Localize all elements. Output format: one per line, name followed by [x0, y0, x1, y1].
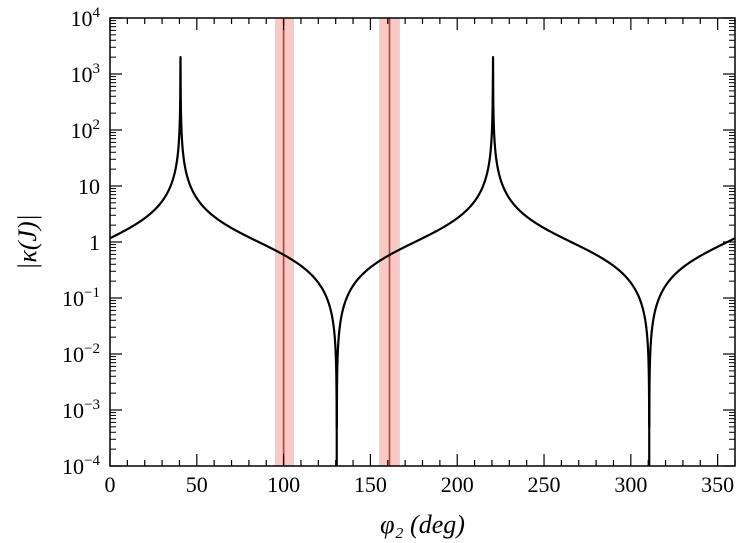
y-tick-label-exponent: 3: [93, 61, 101, 77]
y-tick-label-base: 10: [78, 174, 100, 199]
marker-band-1: [274, 18, 295, 466]
axis-ticks: [109, 17, 736, 467]
y-tick-label-2: 10−3: [62, 397, 100, 423]
x-tick-label-50: 50: [186, 472, 208, 497]
curve-layer: [110, 55, 735, 466]
y-tick-label-7: 102: [71, 117, 101, 143]
curve-segment-1: [110, 55, 268, 247]
y-tick-label-9: 104: [71, 5, 101, 31]
y-tick-label-base: 10: [62, 286, 84, 311]
y-tick-label-exponent: 4: [93, 5, 101, 21]
plot-frame: [109, 17, 736, 467]
curve-segment-2: [265, 55, 580, 429]
y-tick-label-6: 10: [78, 174, 100, 199]
y-tick-label-base: 10: [71, 118, 93, 143]
y-tick-label-exponent: −2: [84, 341, 100, 357]
y-tick-label-base: 10: [62, 342, 84, 367]
x-tick-label-300: 300: [614, 472, 647, 497]
y-tick-label-exponent: −3: [84, 397, 100, 413]
x-tick-label-150: 150: [354, 472, 387, 497]
x-tick-label-0: 0: [105, 472, 116, 497]
y-tick-label-4: 10−1: [62, 285, 100, 311]
y-tick-label-8: 103: [71, 61, 101, 87]
y-tick-label-base: 10: [62, 454, 84, 479]
marker-lines: [282, 18, 391, 466]
x-tick-label-250: 250: [528, 472, 561, 497]
y-axis-title: |κ(J)|: [13, 214, 42, 270]
y-tick-label-exponent: −4: [84, 453, 100, 469]
y-tick-label-base: 10: [71, 6, 93, 31]
y-tick-label-base: 1: [89, 230, 100, 255]
y-tick-label-exponent: −1: [84, 285, 100, 301]
x-tick-label-100: 100: [267, 472, 300, 497]
y-tick-label-1: 10−4: [62, 453, 100, 479]
y-tick-label-base: 10: [71, 62, 93, 87]
y-tick-label-base: 10: [62, 398, 84, 423]
x-tick-label-350: 350: [701, 472, 734, 497]
y-tick-label-exponent: 2: [93, 117, 101, 133]
x-tick-label-200: 200: [441, 472, 474, 497]
x-tick-labels: 0 50 100 150 200 250 300 350: [105, 472, 735, 497]
y-tick-label-5: 1: [89, 230, 100, 255]
curve-segment-3: [577, 237, 735, 429]
x-axis-title: φ₂ (deg): [380, 510, 465, 539]
y-tick-label-3: 10−2: [62, 341, 100, 367]
